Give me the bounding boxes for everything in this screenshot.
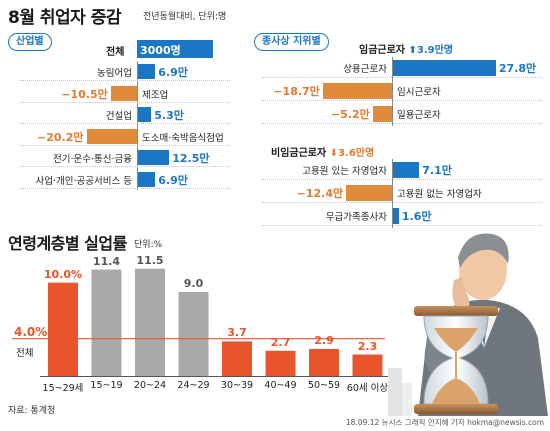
column-category-label: 30~39 (220, 380, 254, 391)
row-guide (20, 80, 230, 81)
bar-negative (322, 83, 392, 99)
column-category-label: 15~19 (90, 380, 123, 391)
industry-total-label: 전체 (106, 47, 125, 58)
column-bar (352, 354, 383, 376)
bar-negative (346, 185, 392, 201)
row-guide (262, 77, 542, 78)
column-value-label: 10.0% (43, 267, 83, 281)
column-bar (222, 341, 252, 376)
value-label: 1.6만 (401, 210, 432, 223)
column-bar (178, 292, 209, 376)
overall-rate-label: 전체 (16, 348, 34, 359)
wage-worker-header: 임금근로자 ⬆3.9만명 (359, 41, 453, 56)
credit-note: 18.09.12 뉴시스 그래픽 안지혜 기자 hokma@newsis.com (345, 418, 544, 427)
bar-positive (138, 107, 152, 122)
column-bar (135, 268, 165, 376)
value-label: −12.4만 (296, 187, 344, 200)
row-label: 임시근로자 (397, 87, 441, 98)
wage-worker-value: 3.9만명 (416, 45, 453, 56)
column-value-label: 9.0 (183, 277, 204, 290)
column-value-label: 11.4 (92, 254, 121, 268)
column-category-label: 60세 이상 (346, 383, 389, 394)
overall-rate-value: 4.0% (14, 325, 48, 339)
wage-worker-label: 임금근로자 (359, 45, 405, 56)
bar-positive (393, 60, 496, 76)
row-guide (20, 187, 230, 189)
row-label: 농림어업 (97, 68, 132, 79)
value-label: 6.9만 (158, 66, 188, 79)
bar-negative (86, 128, 137, 144)
value-label: −20.2만 (37, 130, 84, 144)
value-label: −5.2만 (330, 108, 370, 121)
zero-axis (137, 61, 138, 190)
row-label: 고용원 없는 자영업자 (397, 189, 482, 200)
row-guide (262, 123, 542, 124)
bar-positive (138, 150, 170, 165)
value-label: 27.8만 (498, 62, 537, 75)
column-value-label: 2.9 (314, 333, 334, 347)
row-guide (262, 179, 542, 180)
row-label: 일용근로자 (397, 110, 441, 121)
bar-negative (110, 85, 137, 101)
value-label: 12.5만 (172, 152, 210, 165)
zero-axis (392, 57, 393, 126)
down-arrow-icon: ⬇ (329, 148, 339, 159)
column-bar (91, 269, 122, 376)
bar-positive (393, 208, 399, 224)
industry-tag: 산업별 (8, 33, 52, 51)
page-subtitle: 전년동월대비, 단위:명 (143, 12, 227, 22)
column-category-label: 40~49 (264, 380, 297, 391)
row-guide (262, 202, 542, 203)
unemployment-title: 연령계층별 실업률 (8, 234, 127, 253)
bar-positive (138, 64, 156, 79)
status-tag: 종사상 지위별 (254, 33, 329, 51)
row-label: 건설업 (105, 111, 132, 122)
column-bar (48, 282, 78, 376)
row-guide (262, 225, 542, 226)
bar-negative (372, 106, 392, 122)
column-category-label: 50~59 (307, 380, 341, 391)
column-value-label: 3.7 (227, 326, 247, 340)
row-label: 전기·운수·통신·금융 (53, 154, 132, 165)
source-note: 자료: 통계청 (8, 406, 56, 416)
worried-man-with-hourglass-illustration (388, 233, 548, 416)
up-arrow-icon: ⬆ (408, 45, 417, 56)
unemployment-chart (12, 268, 400, 377)
row-label: 도소매·숙박음식점업 (142, 132, 224, 144)
bar-positive (393, 162, 420, 178)
value-label: 7.1만 (422, 164, 452, 177)
nonwage-worker-header: 비임금근로자 ⬇3.6만명 (271, 144, 374, 159)
page-title: 8월 취업자 증감 (8, 8, 122, 28)
row-guide (20, 123, 230, 124)
column-value-label: 2.7 (270, 335, 291, 349)
value-label: 6.9만 (158, 173, 188, 187)
column-value-label: 2.3 (357, 339, 378, 353)
row-label: 제조업 (142, 89, 169, 101)
nonwage-worker-label: 비임금근로자 (271, 148, 327, 159)
unemployment-unit: 단위:% (134, 240, 163, 250)
row-guide (20, 101, 230, 103)
column-value-label: 11.5 (136, 253, 164, 267)
bar-positive (138, 171, 156, 187)
row-guide (262, 100, 542, 101)
industry-total-box (137, 40, 213, 58)
column-category-label: 15~29세 (42, 383, 84, 394)
column-category-label: 24~29 (177, 380, 210, 391)
row-guide (20, 144, 230, 146)
row-label: 무급가족종사자 (325, 212, 387, 223)
row-label: 사업·개인·공공서비스 등 (35, 175, 132, 187)
value-label: −10.5만 (61, 87, 108, 101)
row-label: 상용근로자 (343, 64, 387, 75)
column-bar (265, 350, 296, 376)
column-category-label: 20~24 (133, 380, 167, 391)
industry-total-value: 3000명 (140, 44, 181, 57)
row-guide (20, 166, 230, 167)
column-bar (309, 348, 339, 376)
nonwage-worker-value: 3.6만명 (338, 148, 375, 159)
value-label: 5.3만 (154, 109, 184, 122)
zero-axis (392, 159, 393, 228)
value-label: −18.7만 (273, 85, 320, 98)
row-label: 고용원 있는 자영업자 (302, 166, 387, 177)
